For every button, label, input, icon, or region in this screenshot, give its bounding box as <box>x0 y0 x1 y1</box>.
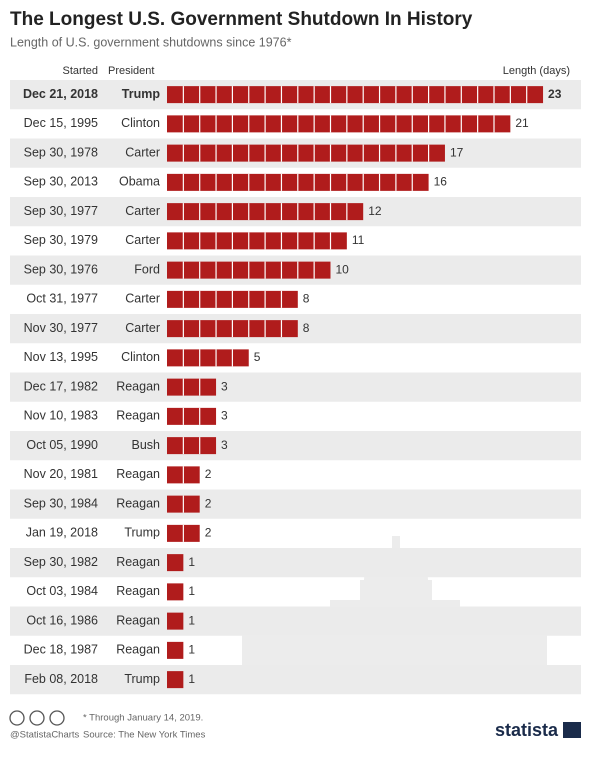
date-label: Oct 05, 1990 <box>26 438 98 452</box>
bar <box>167 232 347 250</box>
chart-subtitle: Length of U.S. government shutdowns sinc… <box>10 35 292 49</box>
date-label: Dec 17, 1982 <box>24 379 98 393</box>
date-label: Nov 10, 1983 <box>24 409 98 423</box>
value-label: 3 <box>221 438 228 452</box>
president-label: Reagan <box>116 643 160 657</box>
bar <box>167 554 184 572</box>
row-background <box>10 431 581 461</box>
bar <box>167 144 445 162</box>
value-label: 2 <box>205 496 212 510</box>
value-label: 23 <box>548 87 562 101</box>
president-label: Carter <box>125 292 160 306</box>
bar <box>167 641 184 659</box>
president-label: Ford <box>134 262 160 276</box>
president-label: Obama <box>119 175 160 189</box>
president-label: Reagan <box>116 496 160 510</box>
president-label: Reagan <box>116 409 160 423</box>
value-label: 1 <box>188 643 195 657</box>
president-label: Carter <box>125 204 160 218</box>
date-label: Oct 31, 1977 <box>26 292 98 306</box>
brand-icon <box>563 722 581 738</box>
president-label: Bush <box>132 438 161 452</box>
date-label: Dec 21, 2018 <box>23 87 98 101</box>
date-label: Nov 20, 1981 <box>24 467 98 481</box>
source: Source: The New York Times <box>83 730 206 741</box>
row-background <box>10 372 581 402</box>
value-label: 3 <box>221 409 228 423</box>
footnote: * Through January 14, 2019. <box>83 713 203 724</box>
bar <box>167 349 249 367</box>
column-header: Started <box>63 65 98 77</box>
bar <box>167 671 184 689</box>
value-label: 1 <box>188 613 195 627</box>
president-label: Trump <box>124 672 160 686</box>
row-background <box>10 665 581 695</box>
row-background <box>10 489 581 519</box>
value-label: 21 <box>515 116 529 130</box>
value-label: 1 <box>188 555 195 569</box>
brand-logo: statista <box>495 720 559 740</box>
date-label: Feb 08, 2018 <box>24 672 98 686</box>
president-label: Trump <box>122 87 161 101</box>
date-label: Oct 03, 1984 <box>26 584 98 598</box>
column-header: Length (days) <box>503 65 570 77</box>
bar <box>167 378 217 396</box>
value-label: 17 <box>450 145 464 159</box>
date-label: Dec 18, 1987 <box>24 643 98 657</box>
bar <box>167 86 544 104</box>
president-label: Reagan <box>116 584 160 598</box>
value-label: 8 <box>303 321 310 335</box>
value-label: 8 <box>303 292 310 306</box>
value-label: 11 <box>352 233 365 247</box>
date-label: Jan 19, 2018 <box>26 526 98 540</box>
president-label: Carter <box>125 145 160 159</box>
date-label: Sep 30, 1979 <box>24 233 98 247</box>
credit: @StatistaCharts <box>10 730 80 741</box>
president-label: Reagan <box>116 555 160 569</box>
row-background <box>10 606 581 636</box>
bar <box>167 612 184 630</box>
president-label: Trump <box>124 526 160 540</box>
value-label: 16 <box>434 175 448 189</box>
value-label: 1 <box>188 672 195 686</box>
date-label: Sep 30, 1977 <box>24 204 98 218</box>
president-label: Carter <box>125 233 160 247</box>
value-label: 2 <box>205 467 212 481</box>
date-label: Sep 30, 1976 <box>24 262 98 276</box>
date-label: Dec 15, 1995 <box>24 116 98 130</box>
president-label: Reagan <box>116 379 160 393</box>
president-label: Reagan <box>116 613 160 627</box>
license-icons <box>9 710 65 726</box>
date-label: Nov 30, 1977 <box>24 321 98 335</box>
date-label: Sep 30, 2013 <box>24 175 98 189</box>
date-label: Nov 13, 1995 <box>24 350 98 364</box>
row-background <box>10 548 581 578</box>
value-label: 5 <box>254 350 261 364</box>
president-label: Clinton <box>121 116 160 130</box>
value-label: 2 <box>205 526 212 540</box>
value-label: 1 <box>188 584 195 598</box>
value-label: 3 <box>221 379 228 393</box>
date-label: Sep 30, 1982 <box>24 555 98 569</box>
chart-title: The Longest U.S. Government Shutdown In … <box>10 9 473 30</box>
president-label: Clinton <box>121 350 160 364</box>
bar <box>167 115 511 133</box>
value-label: 12 <box>368 204 382 218</box>
value-label: 10 <box>336 262 350 276</box>
date-label: Sep 30, 1978 <box>24 145 98 159</box>
bar <box>167 407 217 425</box>
bar <box>167 583 184 601</box>
president-label: Reagan <box>116 467 160 481</box>
column-header: President <box>108 65 154 77</box>
date-label: Sep 30, 1984 <box>24 496 98 510</box>
bar <box>167 437 217 455</box>
president-label: Carter <box>125 321 160 335</box>
date-label: Oct 16, 1986 <box>26 613 98 627</box>
